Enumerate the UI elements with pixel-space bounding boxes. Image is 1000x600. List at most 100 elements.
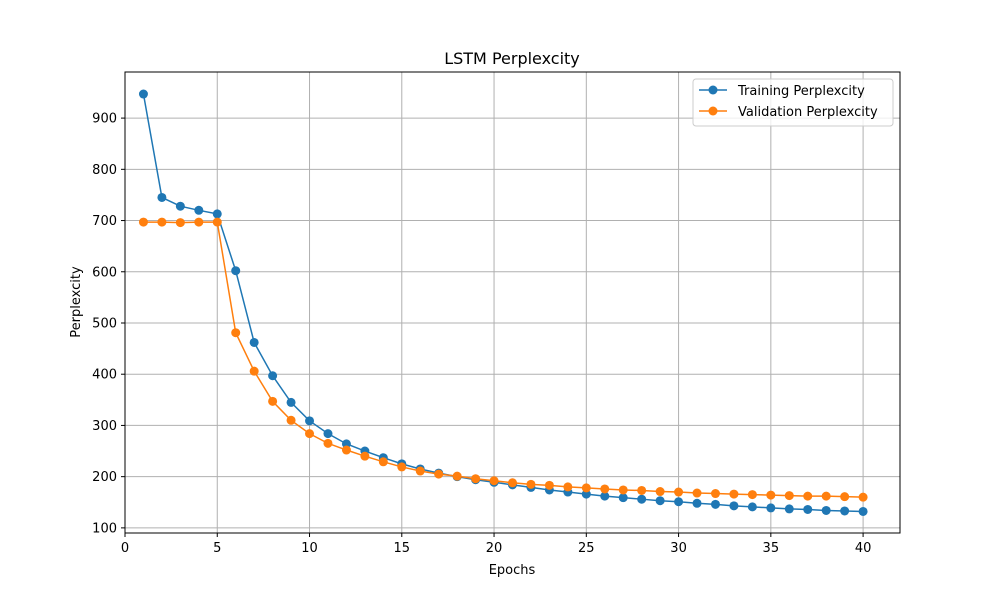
data-point-training-perplexcity xyxy=(231,266,241,276)
data-point-validation-perplexcity xyxy=(600,484,610,494)
data-point-validation-perplexcity xyxy=(729,489,739,499)
legend: Training Perplexcity Validation Perplexc… xyxy=(692,78,894,127)
x-tick-label: 0 xyxy=(121,541,129,556)
data-point-training-perplexcity xyxy=(655,496,665,506)
data-point-validation-perplexcity xyxy=(489,476,499,486)
data-point-training-perplexcity xyxy=(323,429,333,439)
legend-label-validation: Validation Perplexcity xyxy=(738,105,878,120)
data-point-training-perplexcity xyxy=(268,371,278,381)
data-point-training-perplexcity xyxy=(784,504,794,514)
data-point-validation-perplexcity xyxy=(544,480,554,490)
x-tick-label: 20 xyxy=(486,541,503,556)
data-point-validation-perplexcity xyxy=(803,491,813,501)
y-tick-label: 700 xyxy=(92,214,117,229)
series-layer xyxy=(138,89,868,516)
data-point-training-perplexcity xyxy=(194,205,204,215)
data-point-training-perplexcity xyxy=(710,499,720,509)
data-point-validation-perplexcity xyxy=(212,217,222,227)
y-tick-label: 500 xyxy=(92,316,117,331)
y-tick-label: 600 xyxy=(92,265,117,280)
series-validation-perplexcity xyxy=(138,217,868,502)
chart-title: LSTM Perplexcity xyxy=(444,49,580,68)
data-point-training-perplexcity xyxy=(249,337,259,347)
data-point-training-perplexcity xyxy=(840,506,850,516)
data-point-training-perplexcity xyxy=(600,491,610,501)
series-line-validation-perplexcity xyxy=(143,221,864,498)
series-training-perplexcity xyxy=(138,89,868,516)
data-point-validation-perplexcity xyxy=(194,217,204,227)
data-point-validation-perplexcity xyxy=(784,491,794,501)
y-tick-label: 100 xyxy=(92,521,117,536)
data-point-validation-perplexcity xyxy=(581,483,591,493)
data-point-validation-perplexcity xyxy=(249,366,259,376)
grid-lines xyxy=(124,72,900,533)
data-point-validation-perplexcity xyxy=(397,462,407,472)
y-tick-label: 400 xyxy=(92,368,117,383)
data-point-validation-perplexcity xyxy=(692,488,702,498)
data-point-validation-perplexcity xyxy=(508,478,517,488)
plot-frame xyxy=(124,71,901,534)
data-point-training-perplexcity xyxy=(858,506,868,516)
data-point-training-perplexcity xyxy=(138,89,148,99)
data-point-training-perplexcity xyxy=(674,497,684,507)
data-point-validation-perplexcity xyxy=(341,445,351,455)
y-axis-title: Perplexcity xyxy=(69,266,84,338)
data-point-training-perplexcity xyxy=(821,505,831,515)
data-point-training-perplexcity xyxy=(729,501,739,511)
data-point-validation-perplexcity xyxy=(674,487,684,497)
data-point-validation-perplexcity xyxy=(157,217,167,227)
legend-marker-training xyxy=(708,85,718,95)
data-point-validation-perplexcity xyxy=(710,489,720,499)
y-tick-label: 200 xyxy=(92,470,117,485)
data-point-training-perplexcity xyxy=(692,498,702,508)
y-tick-label: 800 xyxy=(92,163,117,178)
data-point-training-perplexcity xyxy=(157,192,167,202)
legend-box xyxy=(692,78,894,127)
data-point-training-perplexcity xyxy=(766,503,776,513)
legend-label-training: Training Perplexcity xyxy=(737,84,865,99)
y-tick-label: 900 xyxy=(92,112,117,127)
x-tick-label: 30 xyxy=(670,541,687,556)
data-point-validation-perplexcity xyxy=(471,474,481,484)
x-tick-label: 35 xyxy=(763,541,780,556)
data-point-validation-perplexcity xyxy=(175,218,185,228)
data-point-validation-perplexcity xyxy=(858,492,868,502)
data-point-validation-perplexcity xyxy=(138,217,148,227)
data-point-validation-perplexcity xyxy=(286,415,296,425)
data-point-validation-perplexcity xyxy=(231,328,241,338)
axis-ticks: 0 5 10 15 20 25 30 35 40 100 200 300 400 500 600 700 800… xyxy=(92,112,871,556)
legend-marker-validation xyxy=(708,106,718,116)
series-line-training-perplexcity xyxy=(142,93,864,513)
x-tick-label: 25 xyxy=(578,541,595,556)
y-tick-label: 300 xyxy=(92,419,117,434)
data-point-validation-perplexcity xyxy=(415,466,425,476)
data-point-training-perplexcity xyxy=(637,494,647,504)
data-point-validation-perplexcity xyxy=(268,396,278,406)
data-point-validation-perplexcity xyxy=(323,438,333,448)
x-axis-title: Epochs xyxy=(489,563,536,578)
data-point-validation-perplexcity xyxy=(840,492,850,502)
data-point-validation-perplexcity xyxy=(305,429,315,439)
data-point-validation-perplexcity xyxy=(821,491,831,501)
data-point-training-perplexcity xyxy=(286,397,296,407)
data-point-validation-perplexcity xyxy=(434,469,444,479)
x-tick-label: 15 xyxy=(394,541,411,556)
data-point-training-perplexcity xyxy=(747,502,757,512)
x-tick-label: 40 xyxy=(855,541,872,556)
data-point-validation-perplexcity xyxy=(526,479,536,489)
data-point-training-perplexcity xyxy=(803,504,813,514)
data-point-training-perplexcity xyxy=(175,201,185,211)
data-point-validation-perplexcity xyxy=(563,482,573,492)
x-tick-label: 10 xyxy=(301,541,318,556)
data-point-validation-perplexcity xyxy=(766,490,776,500)
data-point-validation-perplexcity xyxy=(637,485,647,495)
data-point-training-perplexcity xyxy=(618,493,628,503)
data-point-training-perplexcity xyxy=(212,209,222,219)
data-point-training-perplexcity xyxy=(305,416,315,426)
x-tick-label: 5 xyxy=(213,541,221,556)
data-point-validation-perplexcity xyxy=(378,457,388,467)
data-point-validation-perplexcity xyxy=(747,490,757,500)
data-point-validation-perplexcity xyxy=(618,485,628,495)
data-point-validation-perplexcity xyxy=(655,487,665,497)
